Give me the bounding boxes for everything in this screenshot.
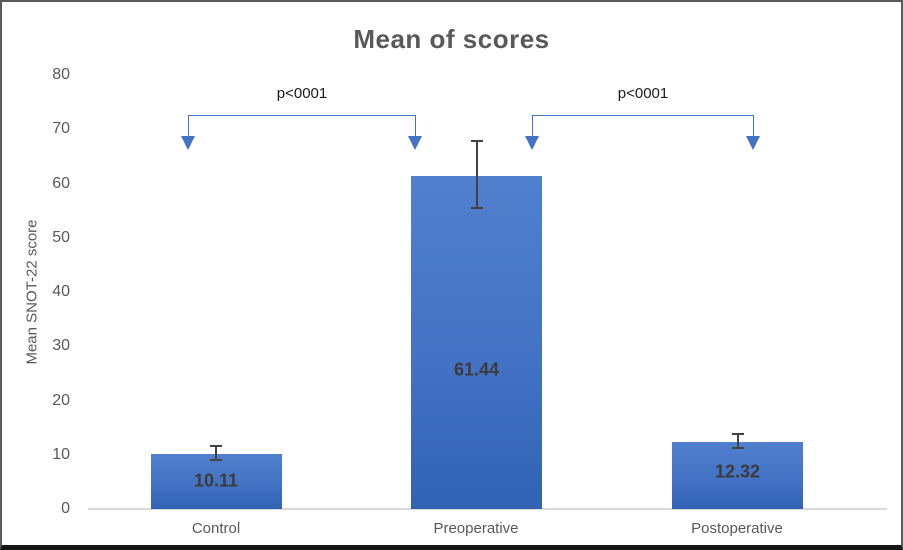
significance-bracket-right [532, 115, 754, 136]
bar-group-control: 10.11 [150, 2, 282, 509]
error-bar-cap-top [210, 445, 222, 448]
y-tick-label: 20 [52, 391, 70, 409]
error-bar-cap-bottom [470, 207, 483, 210]
bar-group-postoperative: 12.32 [672, 2, 803, 509]
error-bar-control [215, 446, 217, 461]
p-value-label-left: p<0001 [276, 85, 328, 102]
bar-postoperative [672, 442, 803, 509]
x-axis-line [88, 508, 887, 510]
bar-value-label: 12.32 [714, 461, 761, 482]
error-bar-cap-bottom [210, 459, 222, 462]
y-tick-label: 0 [61, 500, 70, 517]
arrow-down-icon [408, 136, 422, 150]
error-bar-preoperative [475, 141, 478, 209]
y-tick-label: 70 [52, 120, 70, 138]
arrow-down-icon [181, 136, 195, 150]
x-category-control: Control [191, 520, 241, 537]
error-bar-cap-top [731, 433, 744, 436]
y-tick-label: 50 [52, 228, 70, 246]
bar-value-label: 61.44 [453, 359, 500, 380]
y-tick-label: 30 [52, 337, 70, 355]
x-category-postoperative: Postoperative [691, 520, 783, 537]
y-tick-label: 80 [52, 66, 70, 83]
arrow-down-icon [525, 136, 539, 150]
error-bar-cap-bottom [731, 447, 744, 450]
chart-title: Mean of scores [353, 24, 550, 54]
y-tick-label: 10 [52, 445, 70, 463]
bar-control [150, 454, 282, 509]
y-tick-label: 60 [52, 174, 70, 192]
significance-bracket-left [188, 115, 416, 136]
bar-preoperative [411, 176, 542, 509]
y-tick-label: 40 [52, 283, 70, 300]
x-category-preoperative: Preoperative [433, 520, 519, 537]
bar-group-preoperative: 61.44 [411, 2, 542, 509]
error-bar-cap-top [470, 140, 483, 143]
bar-value-label: 10.11 [193, 470, 239, 491]
arrow-down-icon [746, 136, 760, 150]
error-bar-postoperative [736, 434, 739, 449]
p-value-label-right: p<0001 [617, 85, 669, 102]
